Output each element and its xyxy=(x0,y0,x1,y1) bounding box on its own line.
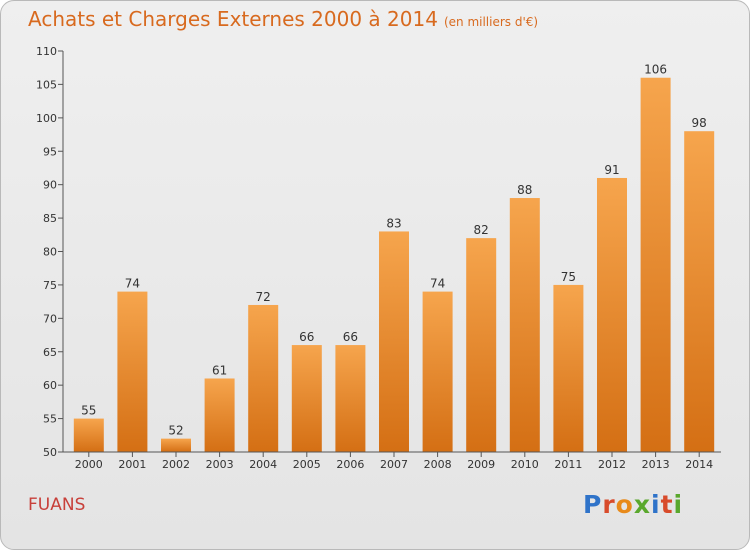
bar xyxy=(684,131,715,452)
bar-value-label: 66 xyxy=(343,330,358,344)
commune-name: FUANS xyxy=(28,495,86,515)
logo-letter: t xyxy=(660,490,674,519)
x-tick-label: 2013 xyxy=(642,458,670,471)
logo-letter: o xyxy=(615,490,634,519)
x-axis: 2000 2001 2002 2003 2004 2005 2006 2007 2008 2009… xyxy=(63,451,721,471)
y-tick-label: 75 xyxy=(43,279,57,292)
bar xyxy=(248,304,279,452)
x-tick-label: 2014 xyxy=(685,458,713,471)
x-tick-label: 2007 xyxy=(380,458,408,471)
bar-value-label: 74 xyxy=(125,277,140,291)
y-tick-label: 85 xyxy=(43,212,57,225)
logo-letter: i xyxy=(651,490,661,519)
bar xyxy=(640,77,671,452)
logo-letter: x xyxy=(633,490,651,519)
bar-value-label: 98 xyxy=(692,116,707,130)
bar-value-label: 91 xyxy=(604,163,619,177)
x-tick-label: 2005 xyxy=(293,458,321,471)
bar-value-label: 74 xyxy=(430,277,445,291)
logo-letter: r xyxy=(602,490,616,519)
bar xyxy=(553,284,584,452)
bar-value-label: 52 xyxy=(168,424,183,438)
x-tick-label: 2011 xyxy=(554,458,582,471)
x-tick-label: 2006 xyxy=(336,458,364,471)
bar xyxy=(422,291,453,452)
y-tick-label: 60 xyxy=(43,379,57,392)
bar-value-label: 83 xyxy=(386,216,401,230)
logo-letter: i xyxy=(673,490,684,519)
bar xyxy=(335,345,366,452)
x-tick-label: 2004 xyxy=(249,458,277,471)
bar xyxy=(597,177,627,452)
bar-value-label: 72 xyxy=(256,290,271,304)
chart-subtitle: (en milliers d'€) xyxy=(443,15,539,29)
bar-value-label: 66 xyxy=(299,330,314,344)
proxiti-logo: Proxiti xyxy=(583,490,683,519)
x-tick-label: 2008 xyxy=(424,458,452,471)
y-tick-label: 90 xyxy=(43,179,57,192)
chart-title-text: Achats et Charges Externes 2000 à 2014 xyxy=(28,7,438,31)
bars: 55 74 52 61 72 66 66 83 74 82 88 75 91 106 98 xyxy=(73,63,715,452)
bar xyxy=(161,438,191,452)
x-tick-label: 2010 xyxy=(511,458,539,471)
bar xyxy=(291,345,322,452)
bar-value-label: 106 xyxy=(644,63,667,77)
bar xyxy=(466,238,497,452)
x-tick-label: 2009 xyxy=(467,458,495,471)
y-tick-label: 50 xyxy=(43,446,57,459)
bar-value-label: 55 xyxy=(81,404,96,418)
bar-value-label: 88 xyxy=(517,183,532,197)
x-tick-label: 2001 xyxy=(118,458,146,471)
chart-title: Achats et Charges Externes 2000 à 2014 (e… xyxy=(28,7,538,31)
bar xyxy=(117,291,148,452)
x-tick-label: 2002 xyxy=(162,458,190,471)
bar xyxy=(509,198,540,452)
y-tick-label: 80 xyxy=(43,246,57,259)
bar-value-label: 61 xyxy=(212,363,227,377)
logo-letter: P xyxy=(583,490,603,519)
y-tick-label: 110 xyxy=(36,45,57,58)
bar-value-label: 75 xyxy=(561,270,576,284)
y-tick-label: 105 xyxy=(36,78,57,91)
y-tick-label: 100 xyxy=(36,112,57,125)
y-tick-label: 95 xyxy=(43,145,57,158)
x-tick-label: 2012 xyxy=(598,458,626,471)
y-axis: 50 55 60 65 70 75 80 85 90 95 100 105 110 xyxy=(36,45,64,459)
bar xyxy=(204,378,235,452)
bar xyxy=(73,418,104,452)
bar-value-label: 82 xyxy=(474,223,489,237)
x-tick-label: 2000 xyxy=(75,458,103,471)
y-tick-label: 65 xyxy=(43,346,57,359)
y-tick-label: 70 xyxy=(43,312,57,325)
y-tick-label: 55 xyxy=(43,413,57,426)
x-tick-label: 2003 xyxy=(206,458,234,471)
bar xyxy=(379,231,409,452)
